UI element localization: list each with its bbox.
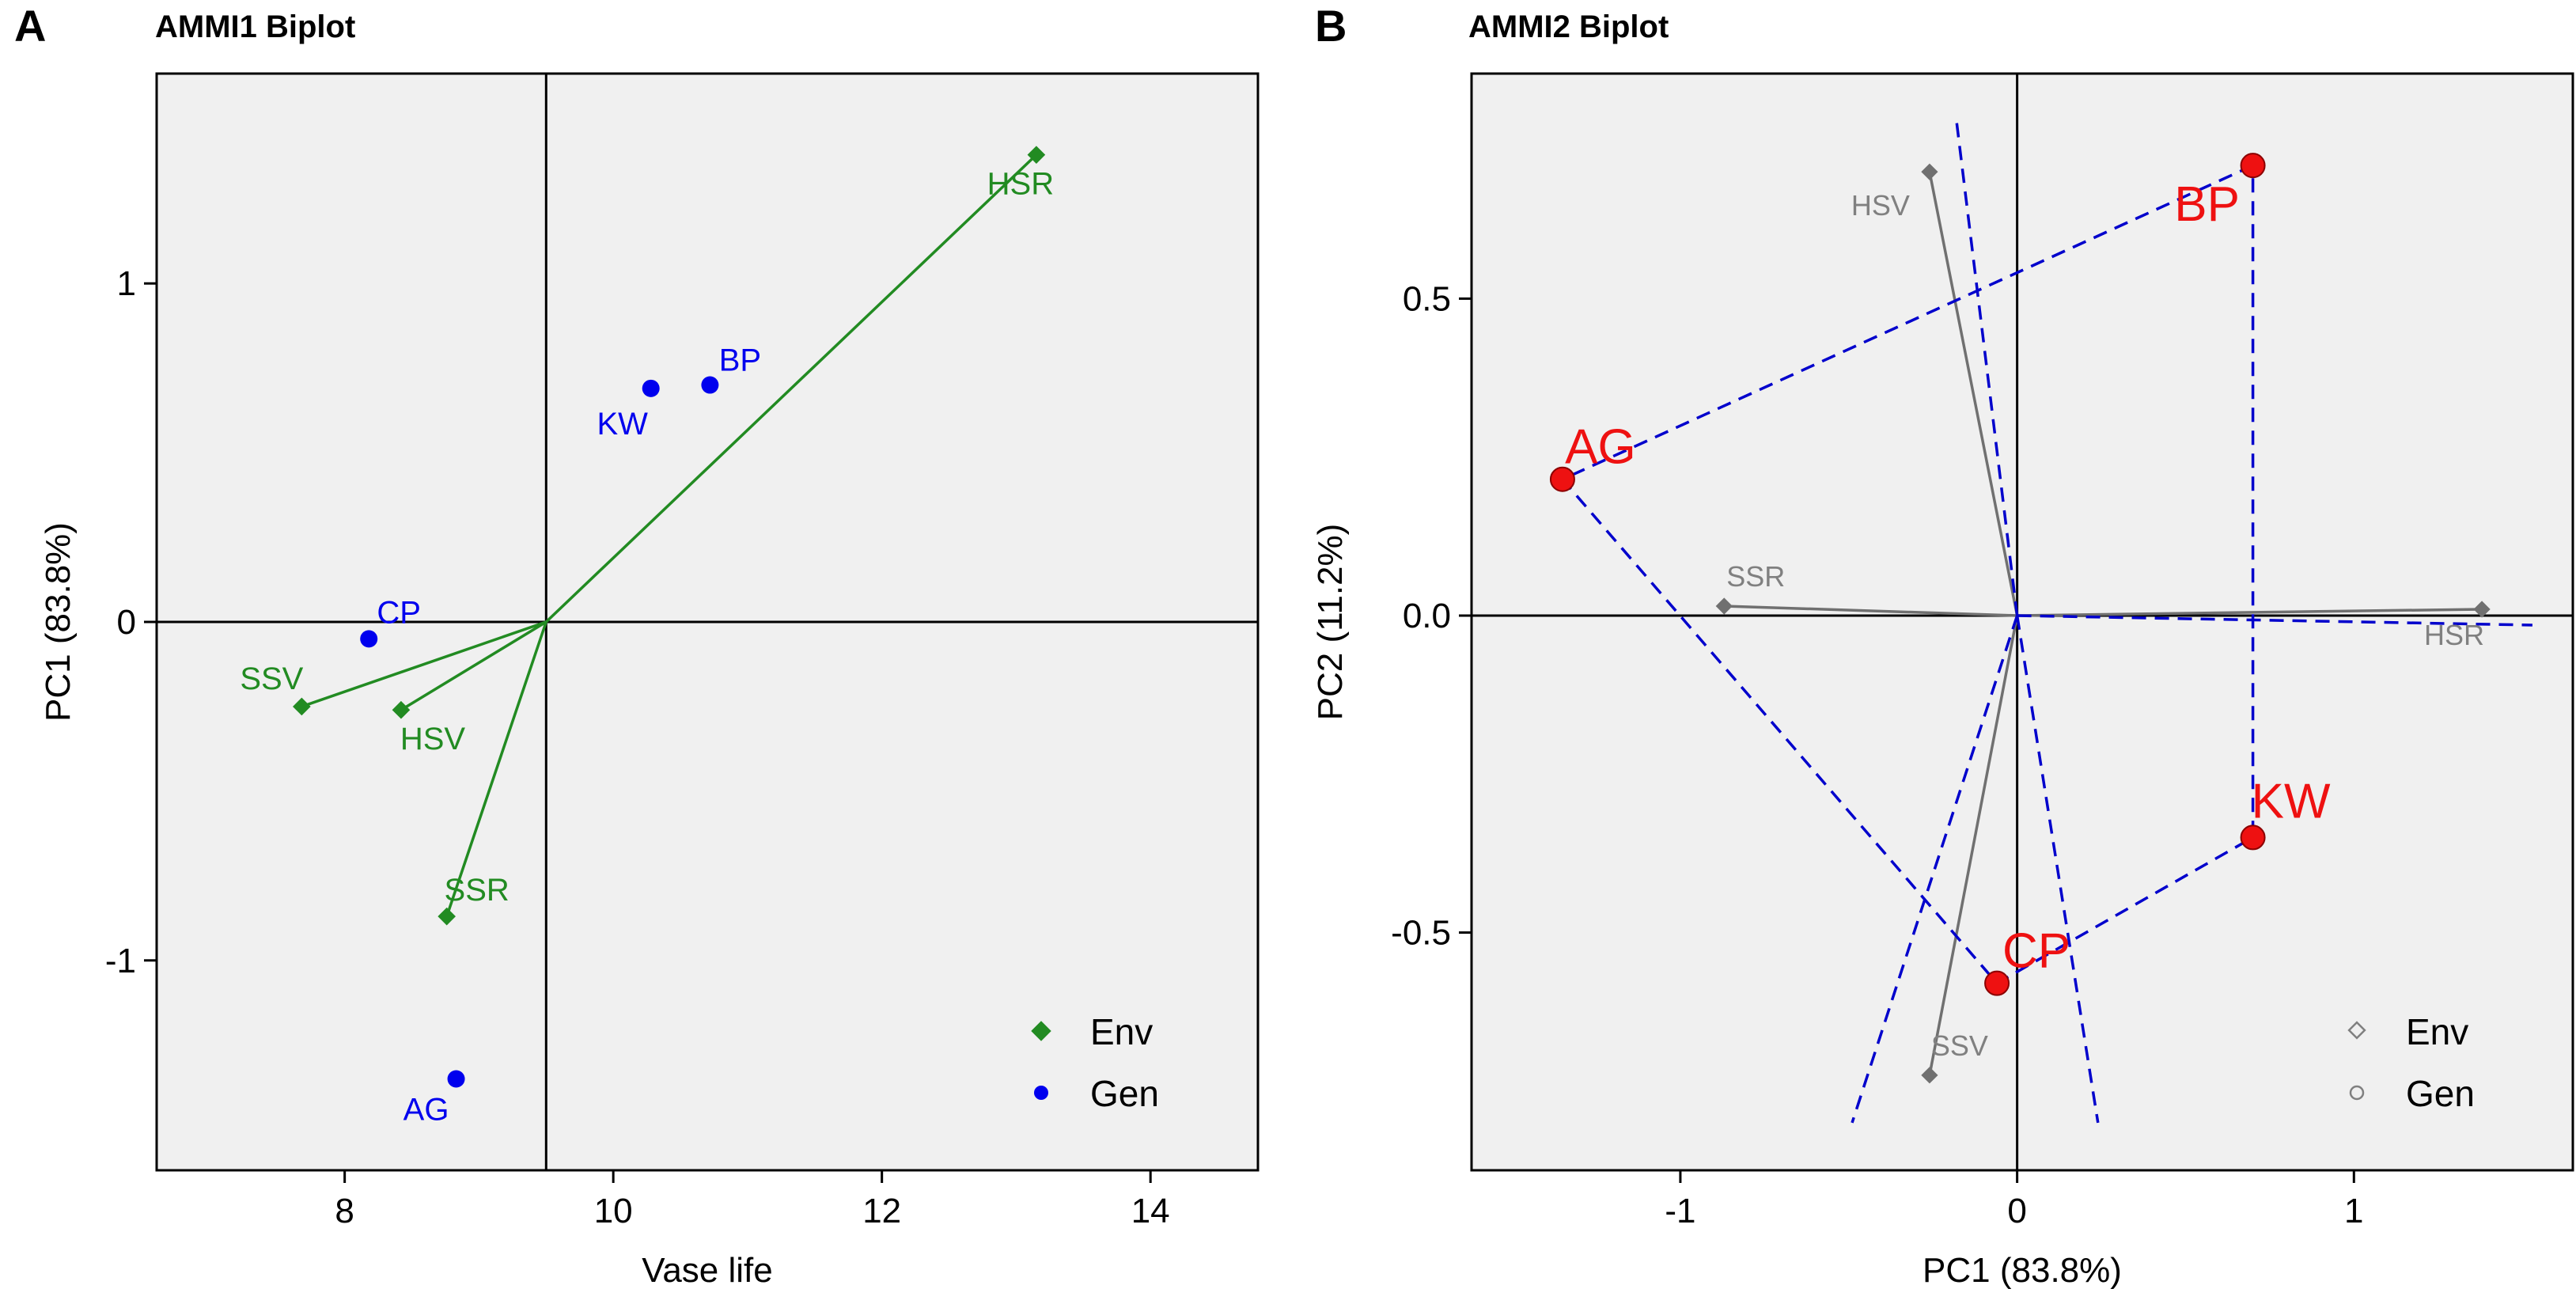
x-tick-label-2: 12 <box>862 1192 901 1230</box>
sector-ray-1 <box>1955 120 2019 616</box>
env-vector-ssr <box>445 621 547 917</box>
gen-label-bp: BP <box>2174 177 2240 232</box>
panel-b-label: B <box>1315 1 1347 51</box>
panel-b-legend-env-key <box>2347 1021 2366 1040</box>
gen-point-bp <box>2240 153 2266 179</box>
env-label-hsr: HSR <box>2424 619 2484 651</box>
y-tick-label-2: 0.5 <box>1403 279 1451 318</box>
panel-b-sector-rays <box>1851 120 2532 1124</box>
gen-point-bp <box>701 376 719 394</box>
y-tick-label-2: 1 <box>117 264 136 303</box>
x-tick-label-1: 10 <box>594 1192 633 1230</box>
panel-b-legend-gen-key <box>2349 1085 2365 1101</box>
panel-a-env-vectors <box>301 154 1038 917</box>
panel-a-x-axis: 8 10 12 14 <box>335 1170 1170 1230</box>
y-tick-label-0: -0.5 <box>1391 914 1451 953</box>
gen-point-ag <box>1549 466 1575 492</box>
env-point-ssr <box>438 907 456 926</box>
panel-a-gen-points <box>360 376 719 1088</box>
env-label-ssr: SSR <box>445 873 510 908</box>
gen-point-cp <box>1984 970 2010 996</box>
env-point-hsr <box>2473 601 2491 618</box>
env-vector-ssr <box>1724 605 2017 617</box>
panel-b-gen-labels: BP AG KW CP <box>1565 177 2331 978</box>
gen-label-cp: CP <box>377 595 421 630</box>
env-point-ssr <box>1715 597 1733 615</box>
gen-label-bp: BP <box>719 343 761 378</box>
env-label-hsr: HSR <box>987 167 1054 202</box>
panel-b-gen-points <box>1549 153 2266 996</box>
panel-a-y-axis: -1 0 1 <box>105 264 157 980</box>
y-tick-label-1: 0.0 <box>1403 597 1451 635</box>
panel-b-plot-border <box>1470 72 2574 1172</box>
gen-label-kw: KW <box>2252 774 2331 828</box>
x-tick-label-3: 14 <box>1131 1192 1170 1230</box>
panel-b-env-labels: HSV SSR HSR SSV <box>1726 189 2484 1062</box>
env-point-hsv <box>1921 163 1938 180</box>
y-tick-label-0: -1 <box>105 942 136 980</box>
env-label-ssv: SSV <box>1931 1029 1988 1062</box>
panel-a-title: AMMI1 Biplot <box>155 9 355 44</box>
gen-point-cp <box>360 630 378 648</box>
gen-label-ag: AG <box>1565 420 1636 475</box>
gen-point-ag <box>447 1070 465 1088</box>
env-vector-hsr <box>2017 608 2483 617</box>
panel-b-y-axis: -0.5 0.0 0.5 <box>1391 279 1472 953</box>
env-label-ssv: SSV <box>240 661 303 696</box>
gen-label-ag: AG <box>403 1093 449 1128</box>
panel-a-legend-gen-label: Gen <box>1090 1073 1159 1114</box>
panel-b-env-vectors <box>1724 171 2483 1076</box>
env-point-hsv <box>392 700 411 719</box>
panel-b-env-points <box>1715 163 2491 1084</box>
env-label-hsv: HSV <box>1851 189 1910 222</box>
panel-b-legend: Env Gen <box>2347 1011 2475 1114</box>
panel-a-env-labels: HSR SSV HSV SSR <box>240 167 1054 908</box>
env-vector-hsv <box>1928 171 2019 616</box>
gen-label-cp: CP <box>2002 924 2070 979</box>
panel-b-x-axis: -1 0 1 <box>1665 1170 2364 1230</box>
panel-a-label: A <box>14 1 46 51</box>
env-vector-hsr <box>545 154 1038 624</box>
x-tick-label-2: 1 <box>2344 1192 2363 1230</box>
panel-a-y-axis-title: PC1 (83.8%) <box>39 522 78 722</box>
x-tick-label-0: -1 <box>1665 1192 1695 1230</box>
panel-a-x-axis-title: Vase life <box>642 1251 773 1290</box>
sector-ray-4 <box>2017 614 2532 627</box>
env-point-ssv <box>1921 1067 1938 1084</box>
gen-point-kw <box>2240 824 2266 851</box>
panel-a-legend-env-label: Env <box>1090 1011 1153 1052</box>
env-vector-hsv <box>400 620 547 711</box>
env-vector-ssv <box>1928 615 2019 1076</box>
env-vector-ssv <box>301 620 547 708</box>
env-label-ssr: SSR <box>1726 560 1785 593</box>
panel-b: B AMMI2 Biplot HSV SSR HSR SSV BP AG KW CP -1 0… <box>1311 1 2574 1290</box>
panel-b-title: AMMI2 Biplot <box>1468 9 1669 44</box>
panel-b-legend-env-label: Env <box>2406 1011 2468 1052</box>
panel-b-x-axis-title: PC1 (83.8%) <box>1923 1251 2122 1290</box>
gen-label-kw: KW <box>597 407 648 442</box>
x-tick-label-0: 8 <box>335 1192 354 1230</box>
panel-b-y-axis-title: PC2 (11.2%) <box>1311 524 1350 721</box>
panel-b-legend-gen-label: Gen <box>2406 1073 2475 1114</box>
panel-a-gen-labels: BP KW CP AG <box>377 343 761 1128</box>
env-label-hsv: HSV <box>400 722 466 756</box>
panel-a-legend: Env Gen <box>1031 1011 1159 1114</box>
sector-ray-2 <box>1851 615 2019 1124</box>
y-tick-label-1: 0 <box>117 603 136 642</box>
env-point-ssv <box>293 697 311 716</box>
panel-a-legend-gen-key <box>1034 1086 1048 1100</box>
gen-point-kw <box>642 379 660 397</box>
x-tick-label-1: 0 <box>2007 1192 2026 1230</box>
sector-ray-3 <box>2015 615 2100 1124</box>
